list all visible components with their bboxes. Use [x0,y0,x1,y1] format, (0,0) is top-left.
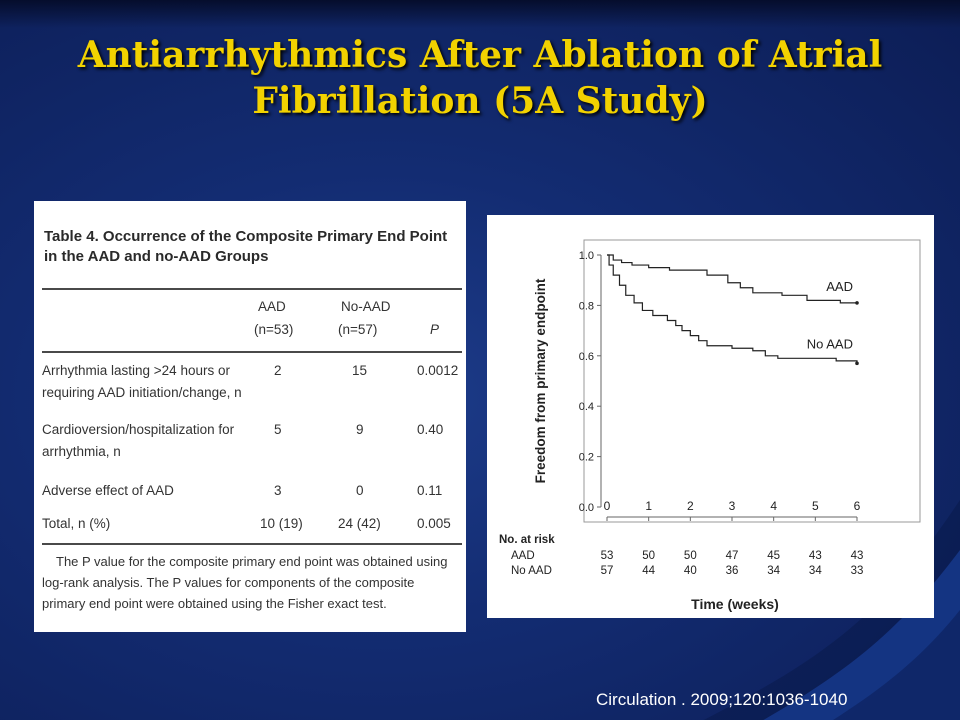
table-header-rule [42,351,462,353]
series-label: AAD [826,279,853,294]
plot-frame [583,239,921,523]
table-cell-p: 0.005 [417,516,451,531]
results-table-panel: Table 4. Occurrence of the Composite Pri… [34,201,466,632]
citation: Circulation . 2009;120:1036-1040 [596,690,848,709]
table-caption: Table 4. Occurrence of the Composite Pri… [44,228,448,265]
table-cell-p: 0.0012 [417,363,459,378]
table-row-label-cont: arrhythmia, n [42,444,121,459]
x-tick-label: 4 [770,499,777,513]
x-tick-label: 1 [645,499,652,513]
y-tick-label: 0.4 [579,401,594,413]
table-cell-noaad: 24 (42) [338,516,381,531]
table-top-rule [42,288,462,290]
at-risk-value: 34 [809,565,822,577]
table-row-label: Adverse effect of AAD [42,483,174,498]
x-axis: 0 1 2 3 4 5 6 [604,499,861,521]
y-axis-label: Freedom from primary endpoint [533,278,548,483]
table-cell-noaad: 0 [356,483,364,498]
x-tick-label: 5 [812,499,819,513]
top-shadow-band [0,0,960,28]
at-risk-value: 43 [809,550,822,562]
at-risk-value: 34 [767,565,780,577]
series-line-0 [607,254,857,304]
at-risk-value: 43 [851,550,864,562]
at-risk-value: 47 [726,550,739,562]
y-axis: 0.0 0.2 0.4 0.6 0.8 1.0 [579,250,602,514]
series-line-1 [607,254,858,364]
at-risk-row-label: AAD [511,550,535,562]
table-row-label: Cardioversion/hospitalization for [42,422,235,437]
table-row-label: Total, n (%) [42,516,111,531]
y-tick-label: 0.0 [579,502,594,514]
series-label: No AAD [807,336,853,351]
table-row-label-cont: requiring AAD initiation/change, n [42,385,242,400]
at-risk-value: 44 [642,565,655,577]
at-risk-value: 36 [726,565,739,577]
table-bottom-rule [42,543,462,545]
at-risk-row-label: No AAD [511,565,552,577]
header-noaad-n: (n=57) [338,322,378,337]
table-cell-p: 0.40 [417,422,444,437]
at-risk-value: 53 [601,550,614,562]
slide-title: Antiarrhythmics After Ablation of Atrial… [77,34,883,122]
table-cell-noaad: 9 [356,422,364,437]
series-end-point [855,361,859,366]
table-cell-aad: 3 [274,483,282,498]
x-axis-label: Time (weeks) [691,596,779,612]
at-risk-value: 57 [601,565,614,577]
y-tick-label: 0.2 [579,452,594,464]
decorative-swoosh [700,460,960,720]
y-tick-label: 0.8 [579,300,594,312]
header-aad: AAD [258,299,286,314]
at-risk-table: No. at risk AAD 53 50 50 47 45 43 43 No AAD 57 44 40… [499,534,863,577]
at-risk-value: 50 [642,550,655,562]
x-tick-label: 3 [729,499,736,513]
series-end-point [855,301,859,305]
table-cell-p: 0.11 [417,483,443,498]
at-risk-title: No. at risk [499,534,555,546]
at-risk-value: 33 [851,565,864,577]
table-footnote: The P value for the composite primary en… [42,554,448,611]
x-tick-label: 0 [604,499,611,513]
header-aad-n: (n=53) [254,322,294,337]
table-row-label: Arrhythmia lasting >24 hours or [42,363,230,378]
curves: AAD No AAD [607,254,859,366]
at-risk-value: 50 [684,550,697,562]
at-risk-value: 45 [767,550,780,562]
table-cell-aad: 10 (19) [260,516,303,531]
table-cell-aad: 2 [274,363,282,378]
header-p: P [430,322,440,337]
x-tick-label: 6 [854,499,861,513]
table-cell-aad: 5 [274,422,282,437]
y-tick-label: 0.6 [579,351,594,363]
at-risk-value: 40 [684,565,697,577]
header-noaad: No-AAD [341,299,391,314]
x-tick-label: 2 [687,499,694,513]
y-tick-label: 1.0 [579,250,594,262]
table-cell-noaad: 15 [352,363,368,378]
